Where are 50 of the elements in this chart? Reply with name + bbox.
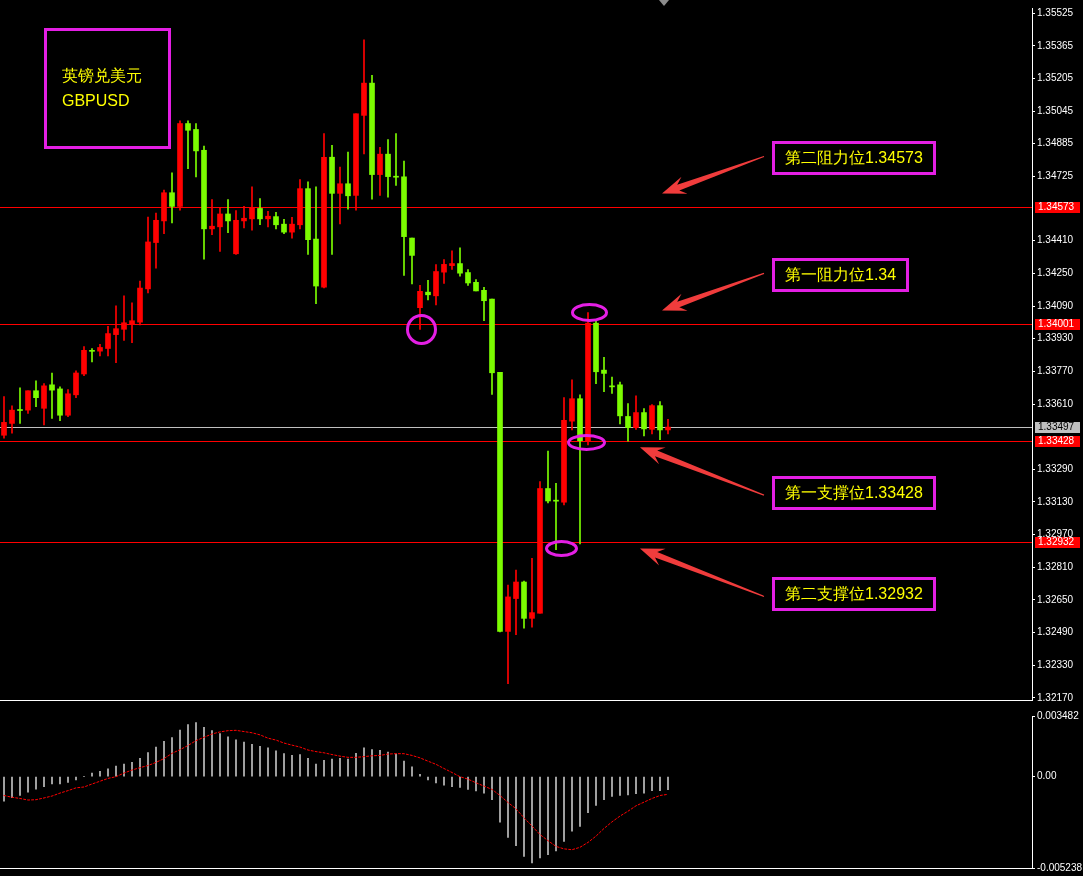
candlestick	[345, 151, 351, 210]
ref-line-label: 1.33497	[1038, 421, 1075, 433]
label-frame: 第一支撑位1.33428	[772, 476, 936, 511]
y-tick-label: 1.33930	[1037, 332, 1074, 344]
y-tick-label: 1.35045	[1037, 104, 1074, 116]
candlestick	[529, 558, 535, 628]
y-tick-label: 1.33610	[1037, 397, 1074, 409]
label-frame: 第二支撑位1.32932	[772, 577, 936, 612]
candlestick	[17, 387, 23, 424]
candlestick	[49, 372, 55, 419]
candlestick	[225, 199, 231, 234]
annotation: 第二阻力位1.34573	[785, 147, 923, 168]
y-tick-label: 1.32650	[1037, 593, 1074, 605]
candlestick	[601, 356, 607, 392]
candlestick	[393, 133, 399, 186]
ref-line-label: 1.34573	[1038, 201, 1075, 213]
y-tick-label: 1.34885	[1037, 137, 1074, 149]
label-frame: 英镑兑美元 GBPUSD	[44, 28, 171, 149]
annotation: 第一阻力位1.34	[785, 264, 897, 285]
candlestick	[265, 210, 271, 228]
y-tick-label: 1.32330	[1037, 659, 1074, 671]
y-tick-label: 1.34090	[1037, 299, 1074, 311]
y-tick-label: 1.35365	[1037, 39, 1074, 51]
y-tick-label: 1.34410	[1037, 234, 1074, 246]
candlestick	[89, 348, 95, 363]
line-series	[3, 729, 669, 851]
y-tick-label: 1.34250	[1037, 267, 1074, 279]
y-tick-label: 1.35525	[1037, 6, 1074, 18]
y-tick-label: 1.32170	[1037, 691, 1074, 703]
label-frame: 第二阻力位1.34573	[772, 141, 936, 176]
annotation: 第二支撑位1.32932	[785, 583, 923, 604]
y-tick-label: 1.33130	[1037, 495, 1074, 507]
candlestick	[449, 250, 455, 270]
y-tick-label: 1.32810	[1037, 561, 1074, 573]
candlestick	[553, 483, 559, 551]
y-tick-label: 1.32490	[1037, 626, 1074, 638]
y-tick-label: 0.00	[1037, 770, 1057, 782]
y-tick-label: -0.005238	[1037, 861, 1083, 873]
y-tick-label: 1.33770	[1037, 365, 1074, 377]
y-tick-label: 1.34725	[1037, 170, 1074, 182]
label-frame: 第一阻力位1.34	[772, 258, 910, 293]
annotation: 第一支撑位1.33428	[785, 482, 923, 503]
candlestick	[185, 120, 191, 169]
ref-line-label: 1.34001	[1038, 318, 1075, 330]
ref-line-label: 1.33428	[1038, 435, 1075, 447]
y-tick-label: 1.35205	[1037, 72, 1074, 84]
y-tick-label: 0.003482	[1037, 709, 1080, 721]
candlestick	[425, 279, 431, 301]
y-tick-label: 1.33290	[1037, 463, 1074, 475]
candlestick	[665, 418, 671, 435]
